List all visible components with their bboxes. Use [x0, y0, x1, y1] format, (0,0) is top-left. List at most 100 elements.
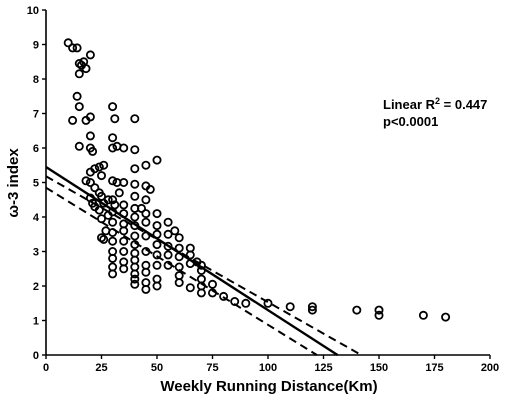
data-point	[170, 226, 180, 236]
data-point	[152, 240, 162, 250]
regression-line	[45, 165, 339, 357]
data-point	[108, 133, 118, 143]
y-tick-label: 1	[33, 316, 39, 328]
data-point	[119, 200, 129, 210]
data-point	[63, 38, 73, 48]
data-point	[85, 112, 95, 122]
r-squared-value: = 0.447	[440, 97, 487, 112]
data-point	[81, 64, 91, 74]
data-point	[88, 146, 98, 156]
data-point	[99, 160, 109, 170]
data-point	[119, 264, 129, 274]
data-point	[141, 209, 151, 219]
data-point	[152, 250, 162, 260]
data-point	[241, 298, 251, 308]
data-point	[141, 195, 151, 205]
y-axis-title: ω-3 index	[5, 148, 22, 218]
data-point	[119, 177, 129, 187]
data-point	[152, 281, 162, 291]
data-point	[141, 267, 151, 277]
data-point	[136, 203, 146, 213]
data-point	[285, 302, 295, 312]
data-point	[119, 246, 129, 256]
data-point	[196, 288, 206, 298]
r-squared-prefix: Linear R	[383, 97, 436, 112]
data-point	[145, 184, 155, 194]
data-point	[110, 114, 120, 124]
data-point	[307, 305, 317, 315]
data-point	[130, 145, 140, 155]
data-point	[108, 195, 118, 205]
data-point	[152, 221, 162, 231]
data-point	[163, 217, 173, 227]
data-point	[94, 205, 104, 215]
data-point	[85, 50, 95, 60]
data-point	[174, 278, 184, 288]
data-point	[97, 171, 107, 181]
data-point	[130, 212, 140, 222]
r-squared-annotation: Linear R2 = 0.447	[383, 96, 487, 112]
data-point	[119, 143, 129, 153]
x-axis-title: Weekly Running Distance(Km)	[160, 378, 377, 395]
axes	[42, 9, 491, 359]
data-point	[108, 176, 118, 186]
r-squared-superscript: 2	[435, 96, 440, 106]
data-point	[374, 310, 384, 320]
plot-area	[45, 38, 451, 357]
data-point	[185, 283, 195, 293]
data-point	[141, 284, 151, 294]
x-tick-label: 50	[151, 362, 163, 374]
data-point	[441, 312, 451, 322]
data-point	[108, 217, 118, 227]
data-point	[108, 253, 118, 263]
data-point	[152, 260, 162, 270]
x-tick-label: 150	[370, 362, 388, 374]
data-point	[152, 155, 162, 165]
data-point	[130, 274, 140, 284]
data-point	[103, 195, 113, 205]
data-point	[94, 162, 104, 172]
data-point	[108, 269, 118, 279]
data-point	[72, 43, 82, 53]
confidence-band-lower	[45, 186, 318, 356]
data-point	[152, 209, 162, 219]
data-point	[119, 236, 129, 246]
data-point	[163, 229, 173, 239]
y-tick-label: 10	[27, 5, 39, 17]
y-tick-label: 0	[33, 350, 39, 362]
y-tick-label: 6	[33, 143, 39, 155]
data-point	[108, 236, 118, 246]
data-point	[141, 160, 151, 170]
data-point	[163, 241, 173, 251]
data-point	[72, 91, 82, 101]
data-point	[130, 179, 140, 189]
y-tick-label: 9	[33, 40, 39, 52]
data-point	[374, 305, 384, 315]
data-point	[74, 69, 84, 79]
data-point	[90, 183, 100, 193]
data-point	[85, 131, 95, 141]
data-point	[68, 43, 78, 53]
data-point	[174, 233, 184, 243]
data-point	[130, 164, 140, 174]
data-point	[90, 164, 100, 174]
data-point	[163, 250, 173, 260]
data-point	[130, 231, 140, 241]
data-point	[219, 291, 229, 301]
y-tick-label: 2	[33, 281, 39, 293]
data-point	[81, 176, 91, 186]
x-tick-label: 0	[43, 362, 49, 374]
y-tick-label: 8	[33, 74, 39, 86]
y-tick-label: 7	[33, 109, 39, 121]
data-point	[185, 250, 195, 260]
data-point	[114, 188, 124, 198]
data-point	[99, 234, 109, 244]
y-tick-label: 4	[33, 212, 40, 224]
data-point	[141, 217, 151, 227]
data-point	[74, 141, 84, 151]
y-tick-label: 5	[33, 178, 39, 190]
data-point	[85, 177, 95, 187]
x-tick-label: 100	[259, 362, 277, 374]
confidence-band-upper	[45, 175, 362, 356]
